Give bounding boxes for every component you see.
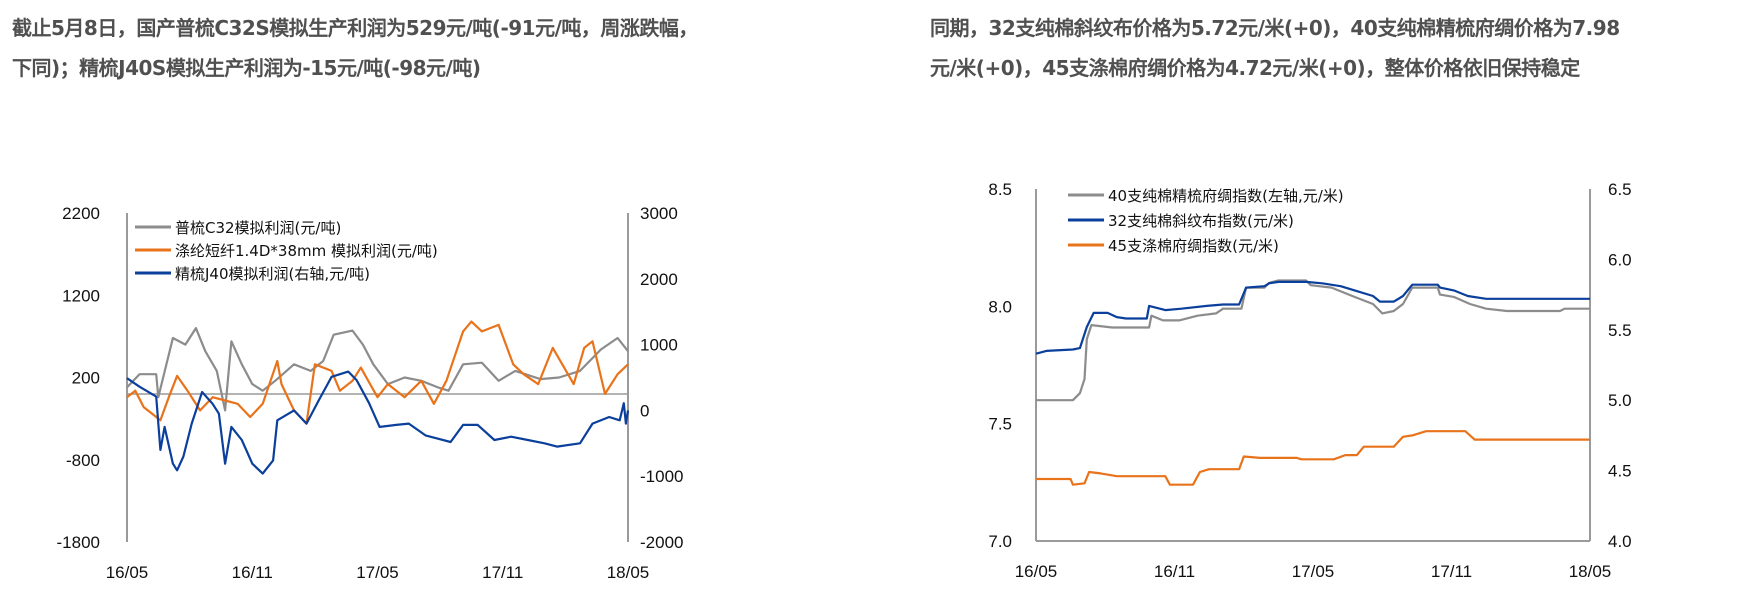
series-line-1 <box>1035 280 1590 355</box>
legend-label-1: 32支纯棉斜纹布指数(元/米) <box>1108 212 1294 230</box>
series-line-2 <box>126 370 630 475</box>
right-y-tick-label: 6.0 <box>1608 250 1632 269</box>
right-y-tick-label: -1000 <box>640 467 683 486</box>
x-tick-label: 17/05 <box>356 563 399 582</box>
left-y-tick-label: -800 <box>66 451 100 470</box>
left-y-tick-label: 7.0 <box>988 532 1012 551</box>
right-y-tick-label: 1000 <box>640 336 678 355</box>
right-y-tick-label: 4.0 <box>1608 532 1632 551</box>
right-y-tick-label: -2000 <box>640 533 683 552</box>
right-y-tick-label: 2000 <box>640 270 678 289</box>
legend-label-2: 45支涤棉府绸指数(元/米) <box>1108 237 1279 255</box>
right-y-tick-label: 4.5 <box>1608 462 1632 481</box>
x-tick-label: 18/05 <box>607 563 650 582</box>
left-y-tick-label: 7.5 <box>988 415 1012 434</box>
right-y-tick-label: 0 <box>640 401 649 420</box>
right-y-tick-label: 5.0 <box>1608 391 1632 410</box>
x-tick-label: 17/11 <box>1431 562 1472 581</box>
x-tick-label: 16/05 <box>1015 562 1058 581</box>
left-y-tick-label: 200 <box>72 369 100 388</box>
legend-label-2: 精梳J40模拟利润(右轴,元/吨) <box>175 265 370 283</box>
left-y-tick-label: 2200 <box>62 204 100 223</box>
left-caption-line-2: 下同)；精梳J40S模拟生产利润为-15元/吨(-98元/吨) <box>12 56 481 80</box>
series-line-1 <box>126 320 629 425</box>
left-y-tick-label: 8.0 <box>988 297 1012 316</box>
fabric-price-chart: 8.5 8.0 7.5 7.0 6.5 6.0 5.5 5.0 4.5 4.0 16/05 16/11… <box>988 180 1631 581</box>
right-y-tick-label: 6.5 <box>1608 180 1632 199</box>
legend-label-0: 40支纯棉精梳府绸指数(左轴,元/米) <box>1108 187 1344 205</box>
right-caption-line-1: 同期，32支纯棉斜纹布价格为5.72元/米(+0)，40支纯棉精梳府绸价格为7.… <box>930 16 1620 40</box>
x-tick-label: 17/11 <box>482 563 523 582</box>
left-y-tick-label: -1800 <box>57 533 100 552</box>
series-line-0 <box>126 327 629 412</box>
right-y-tick-label: 5.5 <box>1608 321 1632 340</box>
right-y-tick-label: 3000 <box>640 204 678 223</box>
x-tick-label: 16/05 <box>106 563 149 582</box>
series-line-2 <box>1036 430 1590 486</box>
x-tick-label: 16/11 <box>1154 562 1195 581</box>
right-caption: 同期，32支纯棉斜纹布价格为5.72元/米(+0)，40支纯棉精梳府绸价格为7.… <box>930 8 1740 88</box>
x-tick-label: 18/05 <box>1569 562 1612 581</box>
left-caption: 截止5月8日，国产普梳C32S模拟生产利润为529元/吨(-91元/吨，周涨跌幅… <box>12 8 862 88</box>
legend-label-0: 普梳C32模拟利润(元/吨) <box>175 219 341 237</box>
left-y-tick-label: 1200 <box>62 286 100 305</box>
left-y-tick-label: 8.5 <box>988 180 1012 199</box>
legend-label-1: 涤纶短纤1.4D*38mm 模拟利润(元/吨) <box>175 242 438 260</box>
right-caption-line-2: 元/米(+0)，45支涤棉府绸价格为4.72元/米(+0)，整体价格依旧保持稳定 <box>930 56 1580 80</box>
x-tick-label: 16/11 <box>232 563 273 582</box>
left-caption-line-1: 截止5月8日，国产普梳C32S模拟生产利润为529元/吨(-91元/吨，周涨跌幅… <box>12 16 698 40</box>
profit-chart: 2200 1200 200 -800 -1800 3000 2000 1000 0 -1000 -2… <box>57 204 684 582</box>
x-tick-label: 17/05 <box>1292 562 1335 581</box>
